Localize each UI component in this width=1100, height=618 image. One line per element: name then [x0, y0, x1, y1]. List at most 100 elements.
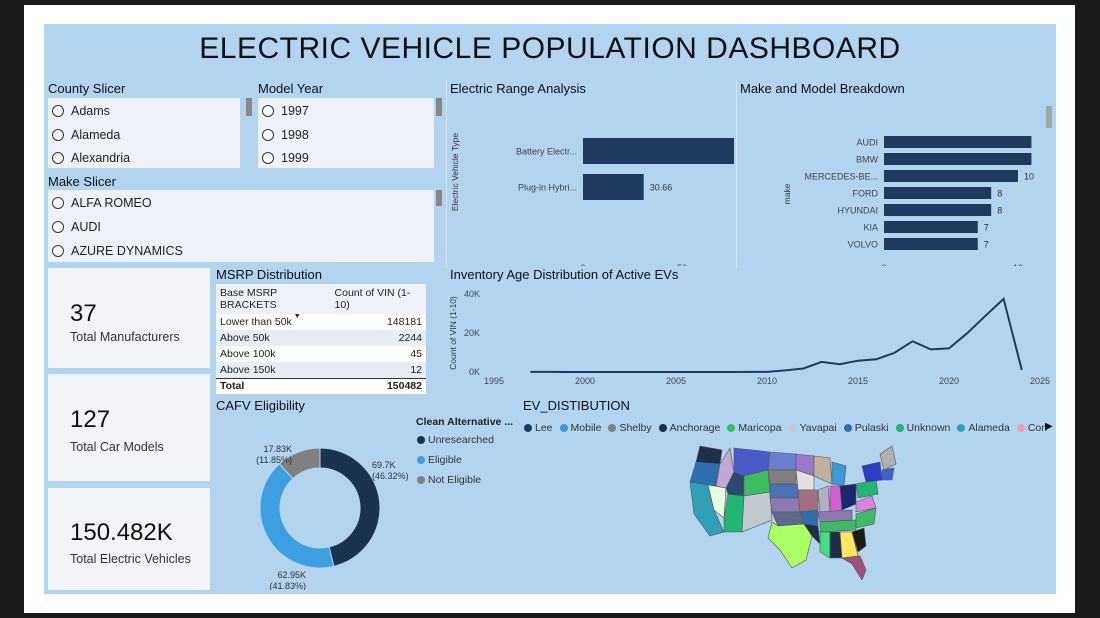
legend-item[interactable]: Shelby	[608, 422, 652, 434]
category-label: VOLVO	[848, 240, 878, 250]
x-tick-label: 2000	[575, 376, 595, 386]
map-state[interactable]	[741, 491, 773, 533]
legend-item[interactable]: Anchorage	[658, 422, 720, 434]
county-option[interactable]: Adams	[52, 104, 110, 118]
map-state[interactable]	[817, 509, 853, 523]
map-state[interactable]	[689, 461, 721, 487]
radio-icon[interactable]	[52, 245, 64, 257]
y-tick-label: 40K	[464, 289, 480, 299]
make-option[interactable]: AUDI	[52, 220, 101, 234]
map-state[interactable]	[879, 445, 897, 471]
legend-item[interactable]: Eligible	[417, 454, 462, 466]
category-label: AUDI	[856, 138, 878, 148]
county-option[interactable]: Alameda	[52, 128, 120, 142]
county-scrollbar[interactable]	[246, 98, 252, 116]
map-state[interactable]	[839, 483, 857, 511]
ev-map-legend: Lee Mobile Shelby Anchorage Maricopa Yavapai P…	[524, 422, 1048, 435]
legend-label: Unknown	[906, 422, 951, 434]
legend-label: Lee	[535, 422, 553, 434]
data-label: 11	[1037, 138, 1038, 148]
make-option[interactable]: ALFA ROMEO	[52, 196, 152, 210]
legend-item[interactable]: Maricopa	[727, 422, 782, 434]
column-header[interactable]: Base MSRP BRACKETS	[216, 284, 331, 314]
tick-label: 50	[677, 263, 687, 266]
legend-item[interactable]: Unknown	[895, 422, 951, 434]
slice-pct-label: (41.83%)	[269, 581, 306, 590]
radio-icon[interactable]	[52, 129, 64, 141]
legend-next-icon[interactable]: ▶	[1045, 421, 1053, 432]
y-tick-label: 20K	[464, 328, 480, 338]
county-option[interactable]: Alexandria	[52, 151, 130, 165]
radio-icon[interactable]	[52, 197, 64, 209]
map-state[interactable]	[769, 483, 799, 499]
map-state[interactable]	[819, 531, 831, 559]
map-state[interactable]	[813, 455, 833, 485]
model-year-option[interactable]: 1997	[262, 104, 309, 118]
map-state[interactable]	[817, 485, 831, 513]
map-state[interactable]	[767, 521, 813, 569]
column-header[interactable]: Count of VIN (1-10)▼	[294, 284, 426, 320]
radio-icon[interactable]	[52, 105, 64, 117]
radio-icon[interactable]	[52, 152, 64, 164]
make-scrollbar[interactable]	[436, 190, 442, 206]
us-map[interactable]	[680, 440, 912, 580]
legend-item[interactable]: Not Eligible	[417, 474, 481, 486]
legend-item[interactable]: Yavapai	[788, 422, 837, 434]
dashboard: ELECTRIC VEHICLE POPULATION DASHBOARD Co…	[44, 24, 1056, 594]
map-state[interactable]	[881, 467, 895, 481]
legend-dot	[957, 424, 966, 432]
y-axis-label: make	[782, 183, 792, 204]
sort-desc-icon[interactable]: ▼	[293, 313, 301, 320]
map-state[interactable]	[855, 495, 877, 513]
map-state[interactable]	[855, 479, 879, 499]
model-year-scrollbar[interactable]	[436, 98, 442, 116]
x-tick-label: 2020	[939, 376, 959, 386]
legend-item[interactable]: Unresearched	[417, 434, 494, 446]
map-state[interactable]	[769, 497, 801, 513]
map-state[interactable]	[767, 451, 797, 471]
map-state[interactable]	[797, 489, 819, 513]
legend-item[interactable]: Mobile	[559, 422, 602, 434]
map-state[interactable]	[767, 469, 797, 485]
make-slicer[interactable]: ALFA ROMEO AUDI AZURE DYNAMICS	[48, 190, 442, 262]
legend-dot	[524, 424, 532, 432]
map-state[interactable]	[695, 445, 723, 465]
legend-label: Yavapai	[799, 422, 837, 434]
legend-item[interactable]: Alameda	[957, 422, 1010, 434]
map-state[interactable]	[831, 461, 847, 487]
map-state[interactable]	[851, 527, 867, 553]
map-state[interactable]	[771, 511, 805, 527]
bar	[583, 174, 644, 200]
y-axis-label: Electric Vehicle Type	[450, 133, 460, 212]
radio-icon[interactable]	[52, 221, 64, 233]
radio-icon[interactable]	[262, 129, 274, 141]
category-label: MERCEDES-BE...	[804, 172, 878, 182]
x-tick-label: 2015	[848, 376, 868, 386]
legend-item[interactable]: Lee	[524, 422, 553, 434]
map-state[interactable]	[841, 555, 867, 580]
county-slicer-title: County Slicer	[48, 81, 126, 96]
map-state[interactable]	[723, 493, 745, 533]
legend-item[interactable]: Contra C...	[1016, 422, 1048, 434]
legend-item[interactable]: Pulaski	[843, 422, 889, 434]
legend-label: Mobile	[570, 422, 602, 434]
bar	[583, 138, 734, 164]
legend-dot	[788, 424, 797, 432]
county-slicer[interactable]: Adams Alameda Alexandria	[48, 98, 252, 168]
map-state[interactable]	[819, 519, 857, 533]
x-tick-label: 1995	[484, 376, 504, 386]
radio-icon[interactable]	[262, 105, 274, 117]
make-chart-scrollbar[interactable]	[1046, 106, 1052, 128]
make-option[interactable]: AZURE DYNAMICS	[52, 244, 183, 258]
donut-slice	[319, 447, 381, 568]
map-state[interactable]	[855, 507, 877, 529]
table-header-row: Base MSRP BRACKETS Count of VIN (1-10)▼	[216, 284, 426, 320]
age-chart-title: Inventory Age Distribution of Active EVs	[450, 267, 679, 282]
y-axis-label: Count of VIN (1-10)	[448, 296, 458, 370]
model-year-option[interactable]: 1998	[262, 128, 309, 142]
legend-dot	[608, 424, 617, 432]
map-state[interactable]	[861, 461, 883, 483]
radio-icon[interactable]	[262, 152, 274, 164]
model-year-option[interactable]: 1999	[262, 151, 309, 165]
model-year-slicer[interactable]: 1997 1998 1999	[258, 98, 442, 168]
